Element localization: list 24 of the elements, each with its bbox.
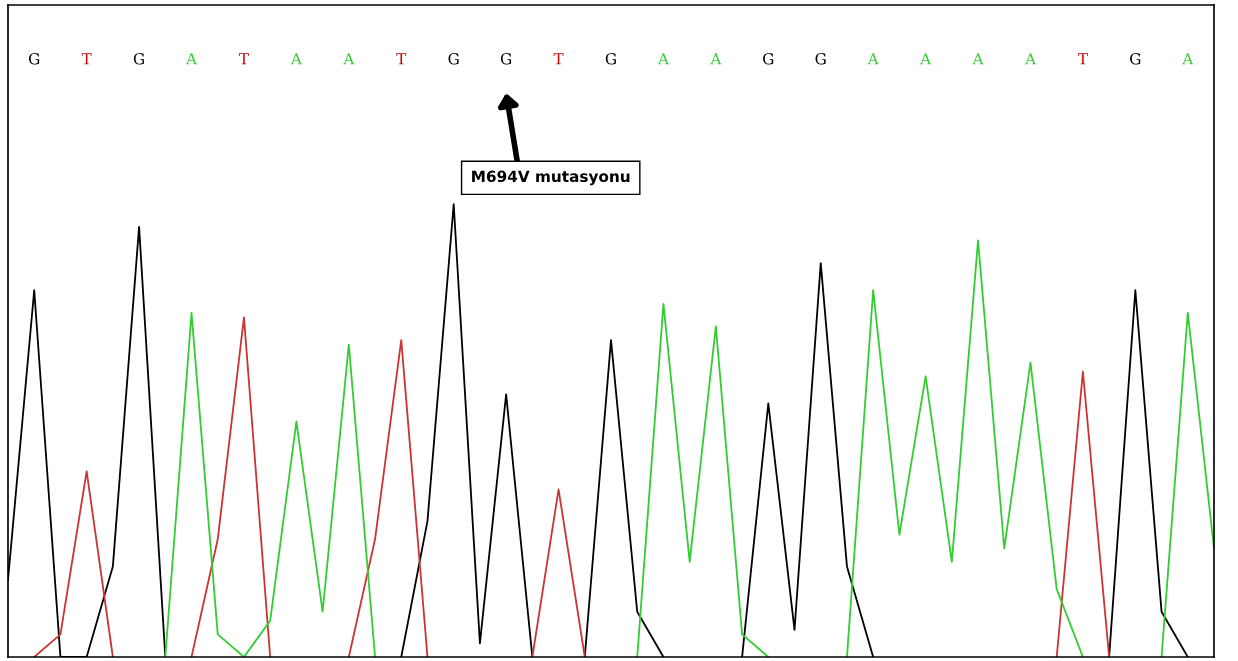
x-tick-label: A (1182, 53, 1194, 65)
x-tick-label: A (290, 53, 303, 65)
x-tick-label: G (500, 52, 512, 65)
x-tick-label: A (185, 53, 198, 65)
x-tick-label: A (972, 53, 984, 65)
x-tick-label: G (815, 52, 826, 65)
x-tick-label: T (396, 53, 407, 65)
x-tick-label: G (763, 52, 774, 65)
x-tick-label: G (605, 52, 616, 65)
x-tick-label: G (1130, 52, 1141, 65)
x-tick-label: A (920, 53, 932, 65)
x-tick-label: A (343, 53, 355, 65)
x-tick-label: A (867, 53, 879, 65)
x-tick-label: T (81, 53, 92, 65)
x-tick-label: A (710, 53, 722, 65)
x-tick-label: G (133, 52, 144, 65)
x-tick-label: T (1077, 53, 1088, 65)
x-tick-label: G (448, 52, 459, 65)
x-tick-label: G (28, 52, 40, 65)
text: M694V mutasyonu (472, 170, 630, 186)
x-tick-label: A (1024, 53, 1037, 65)
x-tick-label: T (553, 53, 564, 65)
x-tick-label: T (239, 53, 249, 65)
x-tick-label: A (657, 53, 670, 65)
